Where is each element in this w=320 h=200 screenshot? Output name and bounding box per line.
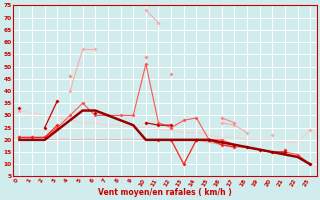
X-axis label: Vent moyen/en rafales ( km/h ): Vent moyen/en rafales ( km/h ) [98,188,232,197]
